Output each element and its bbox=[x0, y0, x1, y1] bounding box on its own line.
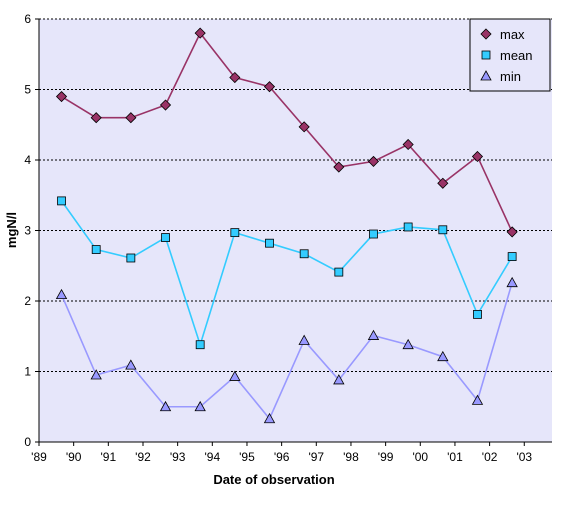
legend-marker-max bbox=[480, 28, 492, 40]
data-point-max bbox=[90, 112, 102, 124]
data-point-mean bbox=[195, 340, 205, 350]
y-tick-label: 2 bbox=[24, 294, 31, 308]
x-tick-label: '89 bbox=[31, 450, 47, 464]
x-tick-label: '91 bbox=[101, 450, 117, 464]
data-point-max bbox=[298, 121, 310, 133]
x-tick-label: '90 bbox=[66, 450, 82, 464]
x-tick-label: '03 bbox=[516, 450, 532, 464]
data-point-max bbox=[263, 81, 276, 93]
data-point-min bbox=[471, 394, 484, 405]
data-point-max bbox=[402, 138, 414, 151]
series-line-mean bbox=[60, 200, 513, 348]
x-tick-label: '02 bbox=[482, 450, 498, 464]
data-point-max bbox=[437, 177, 449, 189]
data-point-min bbox=[194, 400, 206, 412]
x-tick-label: '95 bbox=[239, 450, 255, 464]
y-tick-label: 5 bbox=[24, 83, 31, 97]
data-point-max bbox=[125, 112, 137, 124]
y-tick-label: 1 bbox=[24, 365, 31, 379]
data-point-max bbox=[506, 226, 518, 238]
y-axis: 0 1 2 3 4 5 6 bbox=[24, 12, 40, 449]
x-tick-label: '93 bbox=[170, 450, 186, 464]
data-point-mean bbox=[230, 228, 240, 238]
legend-label-min: min bbox=[500, 69, 521, 84]
data-point-max bbox=[367, 155, 380, 167]
data-point-min bbox=[90, 369, 102, 380]
data-point-mean bbox=[299, 249, 309, 259]
y-tick-label: 3 bbox=[24, 224, 31, 238]
data-point-min bbox=[506, 276, 518, 288]
x-tick-label: '96 bbox=[274, 450, 290, 464]
data-point-mean bbox=[473, 309, 482, 319]
legend-marker-min bbox=[480, 70, 492, 81]
y-tick-label: 6 bbox=[24, 12, 31, 26]
series-line-max bbox=[61, 31, 513, 233]
data-point-min bbox=[159, 400, 172, 412]
y-tick-label: 0 bbox=[24, 435, 31, 449]
y-axis-title: mgN/l bbox=[4, 212, 19, 248]
legend-label-mean: mean bbox=[500, 48, 533, 63]
legend: max mean min bbox=[469, 18, 551, 92]
data-point-max bbox=[55, 90, 68, 103]
data-point-max bbox=[471, 150, 484, 163]
x-axis-title: Date of observation bbox=[213, 472, 334, 487]
x-tick-label: '99 bbox=[378, 450, 394, 464]
data-point-max bbox=[333, 161, 345, 173]
data-point-mean bbox=[91, 245, 101, 254]
data-point-min bbox=[263, 412, 276, 424]
series-max bbox=[55, 27, 518, 238]
data-point-max bbox=[159, 99, 172, 111]
data-point-min bbox=[367, 329, 380, 340]
data-point-max bbox=[194, 27, 206, 39]
data-point-mean bbox=[126, 253, 136, 263]
data-point-mean bbox=[334, 267, 344, 277]
data-point-mean bbox=[57, 196, 66, 206]
data-point-mean bbox=[161, 233, 170, 242]
y-tick-label: 4 bbox=[24, 153, 31, 167]
legend-label-max: max bbox=[500, 27, 525, 42]
x-tick-label: '01 bbox=[447, 450, 463, 464]
legend-marker-mean bbox=[481, 50, 491, 60]
data-point-mean bbox=[403, 222, 413, 232]
data-point-min bbox=[298, 334, 310, 345]
x-tick-label: '00 bbox=[412, 450, 428, 464]
data-point-min bbox=[402, 338, 414, 350]
data-point-max bbox=[229, 71, 241, 84]
data-point-mean bbox=[369, 229, 378, 239]
data-point-min bbox=[55, 288, 68, 300]
x-tick-label: '94 bbox=[204, 450, 220, 464]
data-point-mean bbox=[265, 238, 274, 248]
series-mean bbox=[57, 196, 517, 350]
data-point-mean bbox=[438, 225, 448, 235]
gridlines bbox=[39, 18, 552, 372]
data-point-min bbox=[229, 370, 241, 381]
data-point-min bbox=[437, 350, 449, 362]
series-min bbox=[55, 276, 518, 424]
x-axis: '89 '90 '91 '92 '93 '94 '95 '96 '97 '98 '99 '00 '01 '… bbox=[31, 441, 552, 464]
data-point-min bbox=[333, 374, 345, 385]
data-point-min bbox=[125, 359, 137, 370]
series-layer bbox=[55, 27, 518, 424]
x-tick-label: '92 bbox=[135, 450, 151, 464]
data-point-mean bbox=[507, 252, 517, 261]
x-tick-label: '97 bbox=[308, 450, 324, 464]
x-tick-label: '98 bbox=[343, 450, 359, 464]
series-line-min bbox=[60, 282, 513, 421]
